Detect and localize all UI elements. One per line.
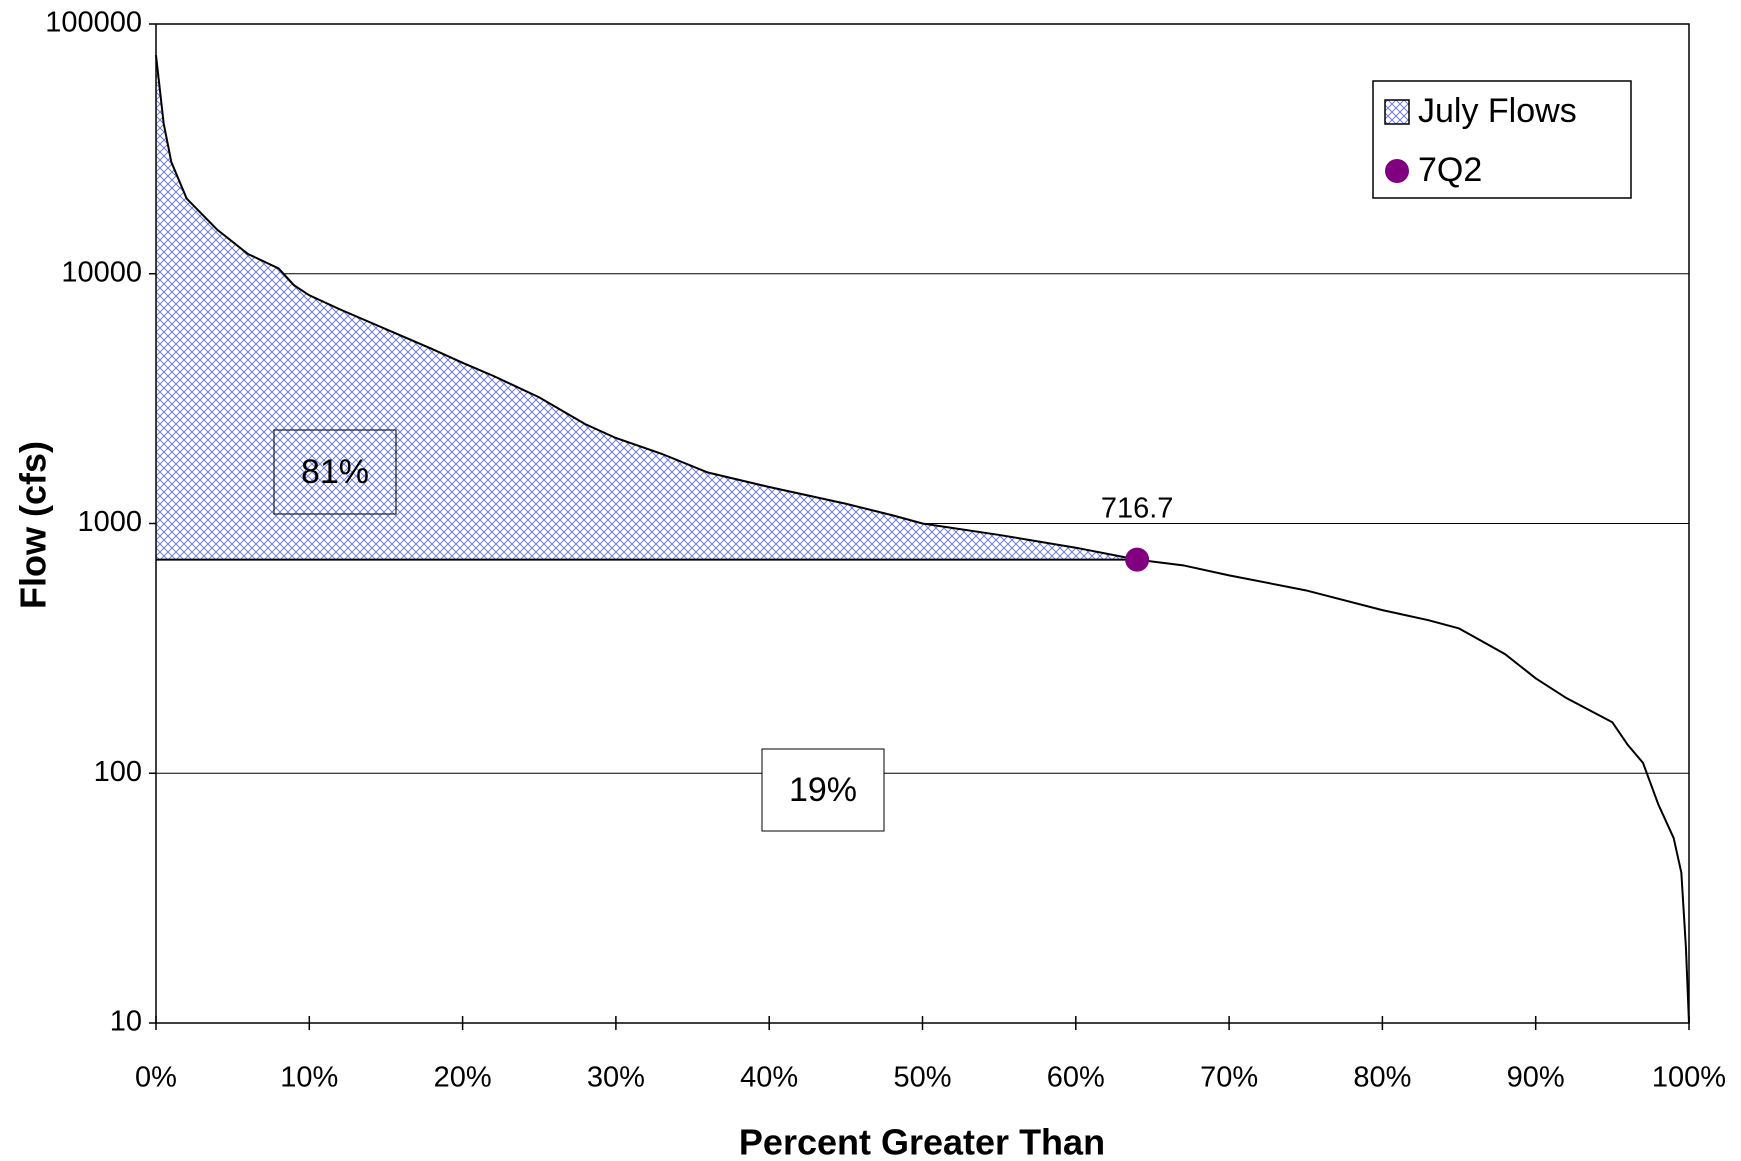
y-tick-label: 10000 bbox=[61, 256, 142, 288]
annotation: 81% bbox=[301, 453, 369, 491]
x-tick-label: 100% bbox=[1652, 1062, 1726, 1094]
y-axis-title: Flow (cfs) bbox=[13, 441, 54, 609]
x-tick-label: 0% bbox=[135, 1062, 177, 1094]
legend-swatch bbox=[1384, 99, 1410, 125]
annotation: 19% bbox=[789, 771, 857, 809]
point bbox=[1125, 547, 1150, 572]
x-tick-label: 80% bbox=[1353, 1062, 1411, 1094]
x-tick-label: 30% bbox=[587, 1062, 645, 1094]
legend-label: 7Q2 bbox=[1418, 151, 1482, 189]
y-tick-label: 10 bbox=[110, 1006, 142, 1038]
flow-curve bbox=[155, 55, 1690, 1024]
legend-box bbox=[1372, 80, 1632, 199]
x-tick-label: 40% bbox=[740, 1062, 798, 1094]
x-tick-label: 10% bbox=[280, 1062, 338, 1094]
y-tick-label: 100 bbox=[94, 756, 142, 788]
annotation-box bbox=[761, 748, 885, 832]
x-tick-label: 70% bbox=[1200, 1062, 1258, 1094]
x-tick-label: 90% bbox=[1507, 1062, 1565, 1094]
y-tick-label: 100000 bbox=[45, 7, 142, 39]
legend-label: July Flows bbox=[1418, 92, 1577, 130]
x-axis-title: Percent Greater Than bbox=[739, 1122, 1105, 1161]
data-label: 716.7 bbox=[1101, 492, 1174, 524]
x-tick-label: 50% bbox=[893, 1062, 951, 1094]
shaded-area bbox=[156, 55, 1138, 560]
x-tick-label: 20% bbox=[434, 1062, 492, 1094]
y-tick-label: 1000 bbox=[77, 506, 142, 538]
x-tick-label: 60% bbox=[1047, 1062, 1105, 1094]
legend-swatch bbox=[1385, 159, 1409, 183]
annotation-box bbox=[273, 429, 397, 515]
